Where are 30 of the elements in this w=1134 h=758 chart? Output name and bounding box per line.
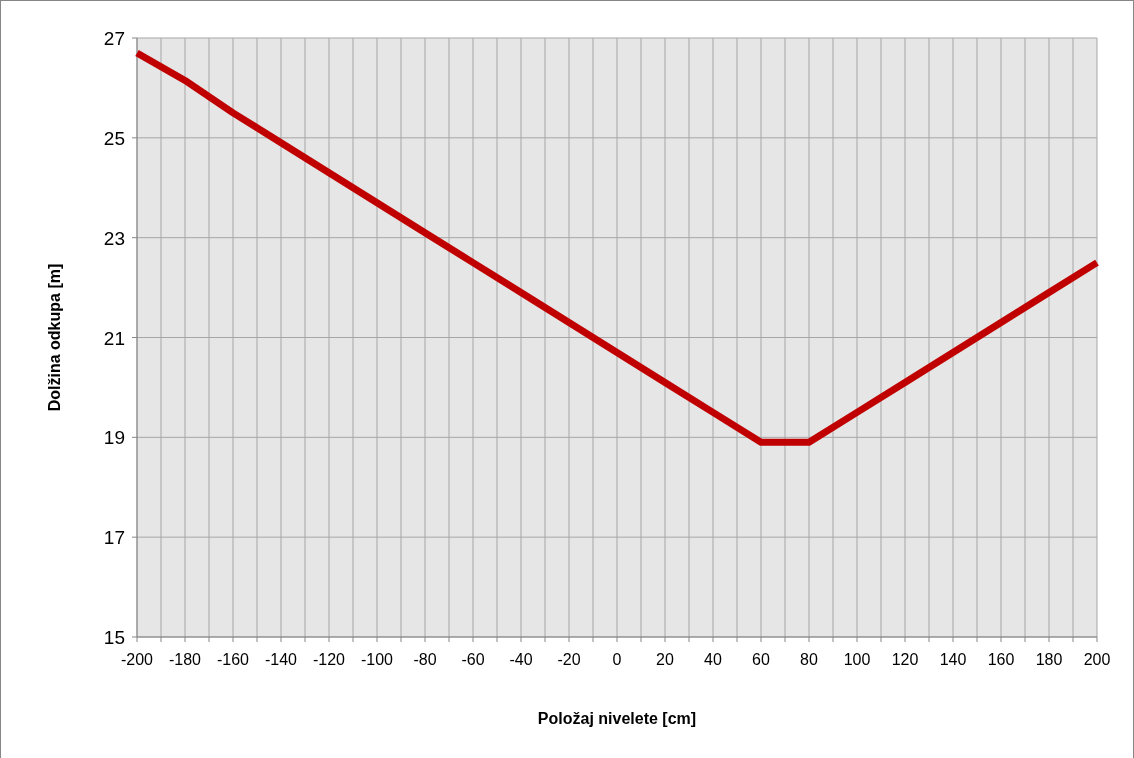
x-tick-label: -120 [312,651,346,668]
x-tick-label: -160 [216,651,250,668]
x-tick-label: 0 [612,651,622,668]
x-tick-label: 20 [656,651,674,668]
x-tick-label: -20 [557,651,581,668]
x-tick-label: 60 [752,651,770,668]
x-tick-label: -80 [413,651,437,668]
x-tick-label: -40 [509,651,533,668]
x-tick-label: 160 [987,651,1015,668]
x-tick-label: -180 [168,651,202,668]
x-tick-label: 100 [843,651,871,668]
x-tick-label: 180 [1035,651,1063,668]
y-tick-label: 21 [103,327,125,349]
y-tick-label: 23 [103,227,125,249]
x-tick-label: -140 [264,651,298,668]
x-axis-title: Položaj nivelete [cm] [537,710,697,727]
x-tick-label: 140 [939,651,967,668]
x-tick-label: 40 [704,651,722,668]
y-tick-label: 17 [103,527,125,549]
x-tick-label: -100 [360,651,394,668]
y-tick-label: 19 [103,427,125,449]
x-tick-label: -60 [461,651,485,668]
y-tick-label: 25 [103,127,125,149]
y-tick-label: 27 [103,28,125,49]
x-tick-label: 80 [800,651,818,668]
x-tick-label: -200 [120,651,154,668]
y-axis-title: Dolžina odkupa [m] [46,263,63,412]
y-tick-label: 15 [103,627,125,648]
x-tick-label: 120 [891,651,919,668]
x-tick-label: 200 [1083,651,1111,668]
